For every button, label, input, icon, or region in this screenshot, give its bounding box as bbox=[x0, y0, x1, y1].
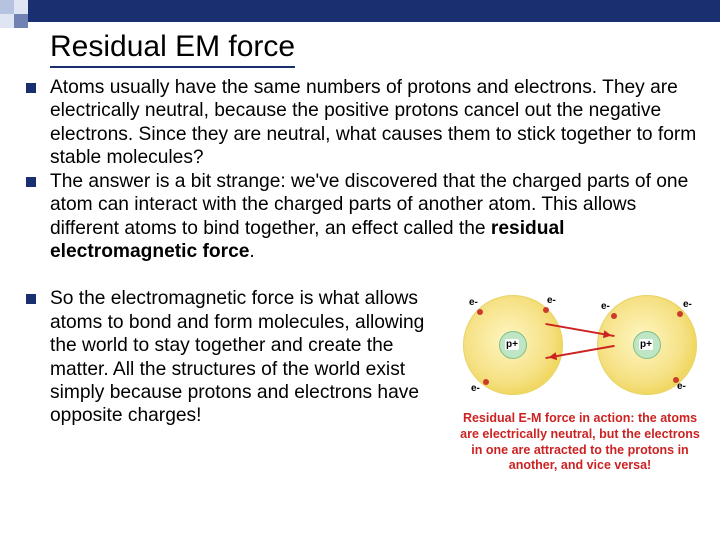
b2-pre: The answer is a bit strange: we've disco… bbox=[50, 171, 688, 239]
diagram-caption: Residual E-M force in action: the atoms … bbox=[454, 411, 706, 474]
electron-dot bbox=[677, 311, 683, 317]
top-accent-bar bbox=[0, 0, 720, 22]
nucleus-label-right: p+ bbox=[639, 339, 653, 350]
nucleus-label-left: p+ bbox=[505, 339, 519, 350]
electron-dot bbox=[611, 313, 617, 319]
electron-label: e- bbox=[469, 297, 478, 308]
bullet-item-1: Atoms usually have the same numbers of p… bbox=[14, 76, 706, 170]
square-bullet-icon bbox=[26, 294, 36, 304]
electron-label: e- bbox=[547, 295, 556, 306]
diagram-panel: p+ e- e- e- p+ e- e- e- Residual E-M bbox=[446, 287, 706, 474]
bullet-text-2: The answer is a bit strange: we've disco… bbox=[50, 170, 706, 264]
bullet-text-3: So the electromagnetic force is what all… bbox=[50, 287, 446, 428]
slide-title: Residual EM force bbox=[50, 30, 295, 68]
square-bullet-icon bbox=[26, 83, 36, 93]
corner-decoration bbox=[0, 0, 28, 28]
electron-dot bbox=[483, 379, 489, 385]
b2-post: . bbox=[249, 241, 254, 262]
bullet-text-1: Atoms usually have the same numbers of p… bbox=[50, 76, 706, 170]
electron-label: e- bbox=[471, 383, 480, 394]
atom-left: p+ e- e- e- bbox=[463, 295, 563, 395]
content-lower: So the electromagnetic force is what all… bbox=[0, 263, 720, 474]
square-bullet-icon bbox=[26, 177, 36, 187]
electron-dot bbox=[477, 309, 483, 315]
content-upper: Atoms usually have the same numbers of p… bbox=[0, 68, 720, 263]
atoms-diagram: p+ e- e- e- p+ e- e- e- bbox=[455, 287, 705, 407]
electron-label: e- bbox=[683, 299, 692, 310]
electron-label: e- bbox=[677, 381, 686, 392]
bullet-item-3: So the electromagnetic force is what all… bbox=[14, 287, 446, 428]
electron-label: e- bbox=[601, 301, 610, 312]
bullet-item-2: The answer is a bit strange: we've disco… bbox=[14, 170, 706, 264]
electron-dot bbox=[543, 307, 549, 313]
